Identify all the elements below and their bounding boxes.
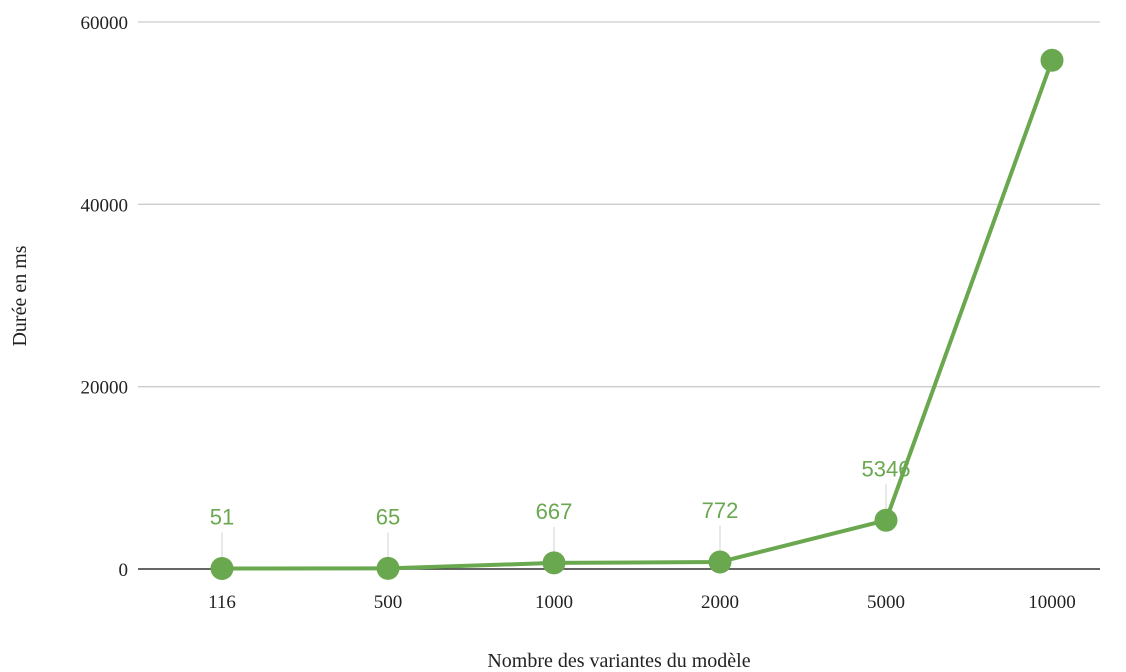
x-tick-label-10000: 10000 [1028,592,1076,613]
x-axis-ticks: 116 500 1000 2000 5000 10000 [208,592,1076,613]
series-line [220,58,1054,571]
x-tick-label-5000: 5000 [867,592,905,613]
data-point-5000 [874,508,898,532]
x-tick-label-500: 500 [374,592,403,613]
y-tick-label-20000: 20000 [81,378,129,399]
data-point-10000 [1040,48,1064,72]
data-point-116 [210,557,234,581]
data-label-116: 51 [210,505,234,530]
data-label-leaders [221,484,887,558]
gridlines [138,21,1100,388]
y-tick-label-60000: 60000 [81,13,129,34]
data-labels: 51 65 667 772 5346 [210,456,911,529]
y-axis-title: Durée en ms [9,245,31,346]
x-axis-title: Nombre des variantes du modèle [487,650,750,672]
data-point-500 [376,556,400,580]
series-layer [210,48,1064,581]
data-point-1000 [542,551,566,575]
x-tick-label-2000: 2000 [701,592,739,613]
x-tick-label-1000: 1000 [535,592,573,613]
y-tick-label-0: 0 [119,560,129,581]
y-axis-ticks: 0 20000 40000 60000 [81,13,129,581]
data-point-2000 [708,550,732,574]
data-label-5000: 5346 [862,456,911,481]
data-label-1000: 667 [536,499,573,524]
data-label-500: 65 [376,504,400,529]
data-label-2000: 772 [702,498,739,523]
x-tick-label-116: 116 [208,592,236,613]
y-tick-label-40000: 40000 [81,195,129,216]
